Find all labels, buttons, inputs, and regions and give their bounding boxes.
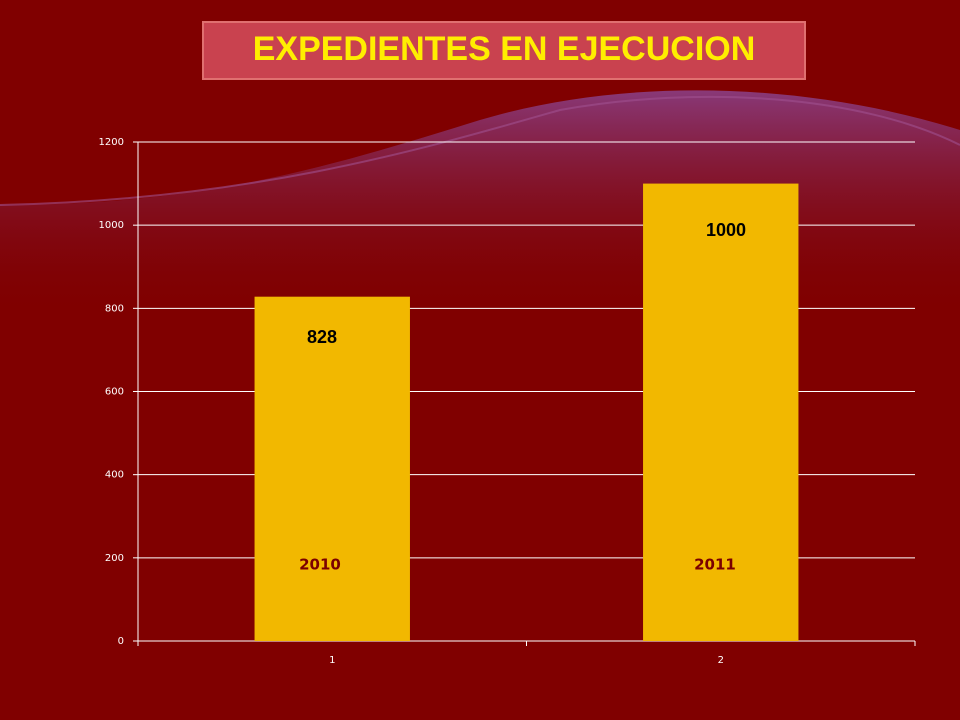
bar xyxy=(643,183,799,642)
y-tick-label: 200 xyxy=(105,553,124,564)
annotation: 1000 xyxy=(706,220,746,240)
decorative-wave-line xyxy=(0,95,960,206)
x-tick-label: 2 xyxy=(718,655,724,666)
chart-title: EXPEDIENTES EN EJECUCION xyxy=(253,30,756,68)
x-tick-label: 1 xyxy=(329,655,335,666)
annotation: 828 xyxy=(307,327,337,347)
y-tick-label: 1200 xyxy=(99,137,124,148)
bar xyxy=(254,296,410,641)
y-tick-label: 400 xyxy=(105,470,124,481)
y-tick-label: 600 xyxy=(105,387,124,398)
annotation: 2010 xyxy=(299,556,341,574)
title-box xyxy=(202,21,806,80)
y-tick-label: 800 xyxy=(105,303,124,314)
annotation: 2011 xyxy=(694,556,736,574)
y-tick-label: 1000 xyxy=(99,220,124,231)
y-tick-label: 0 xyxy=(118,636,124,647)
